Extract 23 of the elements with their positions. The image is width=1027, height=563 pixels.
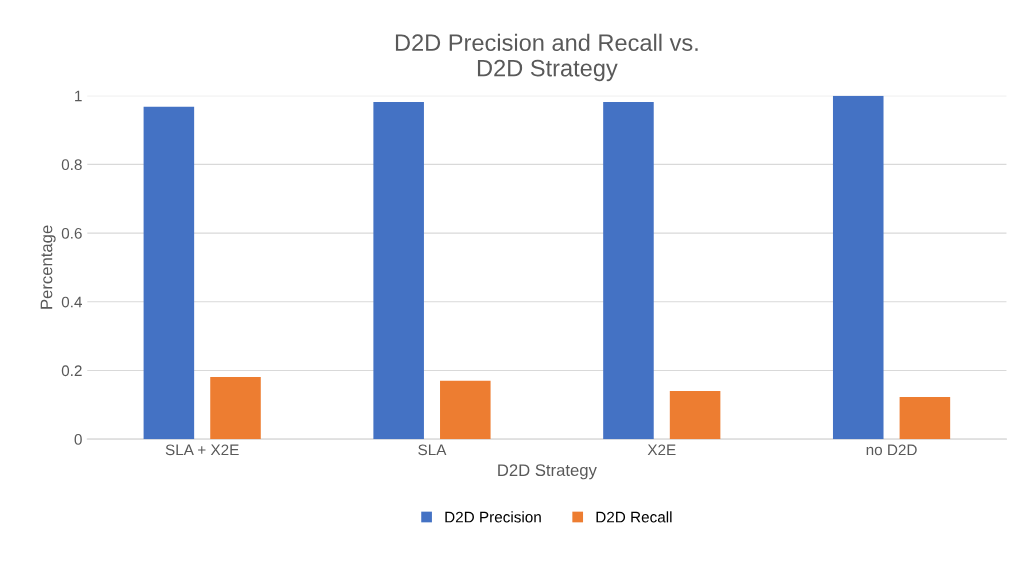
y-tick-label: 0.6 xyxy=(61,227,82,239)
chart-title: D2D Precision and Recall vs. D2D Strategy xyxy=(395,33,698,82)
y-tick-label: 0.4 xyxy=(61,296,82,308)
bar xyxy=(832,95,884,440)
legend-label: D2D Precision xyxy=(445,511,541,523)
y-tick-label: 1 xyxy=(75,90,82,102)
y-tick-label: 0 xyxy=(74,434,82,445)
y-tick-label: 0.2 xyxy=(61,365,82,377)
bar xyxy=(143,106,195,440)
x-tick-label: SLA + X2E xyxy=(165,444,239,456)
bar xyxy=(603,101,654,440)
x-tick-label: X2E xyxy=(647,444,676,456)
bar xyxy=(373,101,424,440)
x-tick-label: no D2D xyxy=(866,444,917,456)
legend-label: D2D Recall xyxy=(596,511,672,523)
y-tick-label: 0.8 xyxy=(61,159,82,171)
bar xyxy=(669,391,721,440)
bar xyxy=(899,396,951,440)
x-tick-label: SLA xyxy=(418,444,447,456)
bar xyxy=(210,376,261,440)
y-axis-title: Percentage xyxy=(40,225,56,309)
bar xyxy=(440,380,491,440)
x-axis-title: D2D Strategy xyxy=(498,464,597,480)
